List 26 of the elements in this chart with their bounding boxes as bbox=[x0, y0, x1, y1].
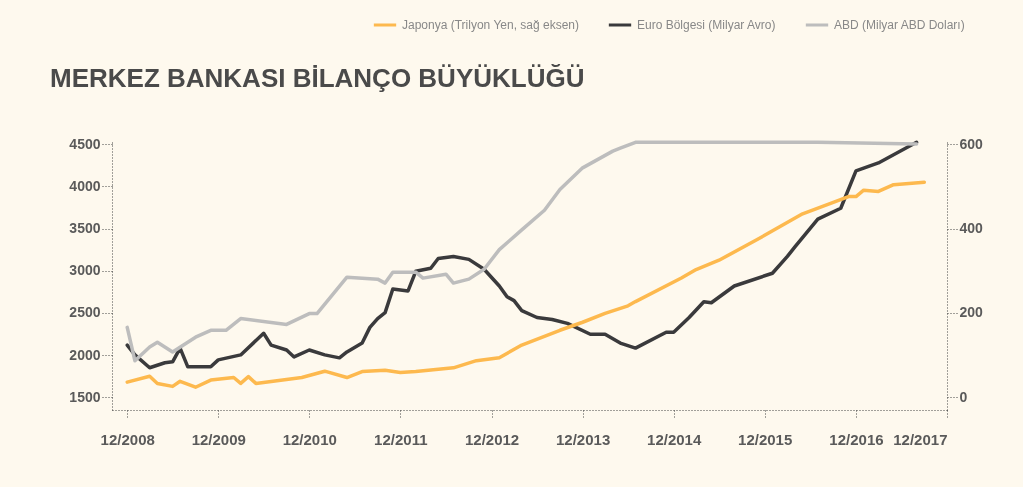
x-tick-label: 12/2016 bbox=[829, 430, 884, 448]
x-tick-label: 12/2012 bbox=[464, 430, 520, 448]
chart-title: MERKEZ BANKASI BİLANÇO BÜYÜKLÜĞÜ bbox=[50, 63, 585, 93]
x-tick-label: 12/2009 bbox=[191, 430, 246, 448]
x-tick-label: 12/2011 bbox=[374, 430, 428, 448]
y-tick-label: 1500 bbox=[69, 388, 101, 405]
legend-label: Japonya (Trilyon Yen, sağ eksen) bbox=[402, 18, 579, 32]
y-tick-label: 4500 bbox=[69, 135, 101, 152]
x-tick-label: 12/2017 bbox=[893, 430, 948, 448]
x-tick-label: 12/2008 bbox=[100, 430, 155, 448]
x-tick-label: 12/2015 bbox=[738, 430, 793, 448]
y-tick-label: 2500 bbox=[69, 304, 101, 321]
line-series bbox=[125, 180, 927, 389]
y2-tick-label: 200 bbox=[959, 304, 984, 321]
y-tick-label: 3500 bbox=[69, 220, 101, 237]
legend-label: ABD (Milyar ABD Doları) bbox=[834, 18, 965, 32]
y-tick-label: 4000 bbox=[69, 177, 101, 194]
y2-tick-label: 400 bbox=[959, 220, 984, 237]
y-tick-label: 3000 bbox=[69, 262, 101, 279]
legend-label: Euro Bölgesi (Milyar Avro) bbox=[637, 18, 776, 32]
x-tick-label: 12/2013 bbox=[556, 430, 611, 448]
y-tick-label: 2000 bbox=[69, 346, 101, 363]
y2-tick-label: 0 bbox=[959, 388, 968, 405]
y2-tick-label: 600 bbox=[959, 135, 984, 152]
x-tick-label: 12/2010 bbox=[282, 430, 337, 448]
x-tick-label: 12/2014 bbox=[647, 430, 702, 448]
